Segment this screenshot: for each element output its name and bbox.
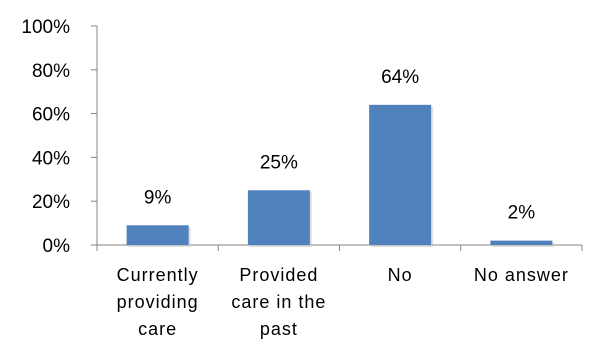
x-category-label: No <box>388 265 413 285</box>
x-category-label: No answer <box>474 265 569 285</box>
y-tick-label: 100% <box>21 17 70 38</box>
bar <box>369 104 432 245</box>
value-labels: 9% 25% 64% 2% <box>144 67 535 224</box>
x-category-label: providing <box>117 292 199 312</box>
bar <box>126 225 189 245</box>
y-tick-label: 80% <box>32 61 70 82</box>
x-category-label: Provided <box>239 265 318 285</box>
x-axis-labels: Currently providing care Provided care in th… <box>117 265 569 339</box>
x-category-label: Currently <box>117 265 199 285</box>
y-tick-label: 40% <box>32 148 70 169</box>
bar-value-label: 2% <box>508 203 536 224</box>
x-category-label: care <box>138 319 177 339</box>
x-category-label: care in the <box>231 292 326 312</box>
bar-value-label: 25% <box>260 152 298 173</box>
bar <box>247 190 310 245</box>
y-tick-label: 0% <box>43 236 71 257</box>
bar <box>490 240 553 245</box>
y-axis-ticks: 0% 20% 40% 60% 80% 100% <box>21 17 97 257</box>
y-tick-label: 20% <box>32 192 70 213</box>
bar-value-label: 64% <box>381 67 419 88</box>
x-category-label: past <box>260 319 298 339</box>
bars <box>126 104 555 247</box>
x-axis-ticks <box>96 245 583 251</box>
bar-value-label: 9% <box>144 187 172 208</box>
y-tick-label: 60% <box>32 105 70 126</box>
